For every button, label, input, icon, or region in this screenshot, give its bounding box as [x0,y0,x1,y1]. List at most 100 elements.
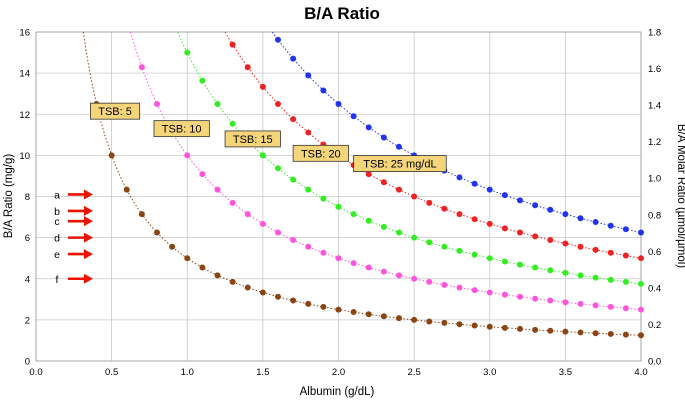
series-1-point-8 [259,220,266,227]
series-2-point-21 [501,258,508,265]
series-0-point-24 [456,321,463,328]
series-0-point-10 [244,284,251,291]
series-3-point-1 [244,64,251,71]
series-0-point-8 [214,272,221,279]
series-3-point-12 [411,193,418,200]
series-4-point-1 [290,55,297,62]
series-label-box-4 [353,155,447,173]
series-4-point-22 [607,222,614,229]
y2-tick-label-9: 1.8 [648,28,661,39]
series-2-point-28 [607,276,614,283]
marker-label-f: f [56,274,59,286]
series-2-point-22 [517,261,523,268]
marker-label-c: c [54,216,59,228]
series-0-point-12 [275,293,281,300]
y2-tick-label-5: 1.0 [648,174,661,185]
series-1-point-25 [517,293,523,300]
x-tick-label-0: 0.0 [29,367,42,378]
series-2-point-18 [456,247,463,254]
marker-a: a [54,189,93,201]
series-3-point-18 [501,225,508,232]
series-0-point-21 [411,316,418,323]
series-label-1: TSB: 10 [153,120,210,138]
x-tick-label-6: 3.0 [483,367,496,378]
series-0-point-1 [108,152,115,159]
marker-arrow-head-e [84,249,93,260]
series-label-box-1 [153,120,210,138]
series-0-point-27 [501,324,508,331]
series-0-point-34 [607,330,614,337]
marker-label-d: d [54,233,60,245]
series-2-point-29 [622,278,629,285]
series-1-point-10 [290,237,297,244]
x-tick-label-3: 1.5 [256,367,269,378]
series-2-point-17 [441,243,448,250]
x-tick-label-7: 3.5 [559,367,572,378]
series-2-point-6 [275,165,281,172]
series-3-point-21 [547,237,554,244]
series-4-point-12 [456,174,463,181]
series-0-point-32 [577,329,584,336]
series-0-point-29 [532,326,539,333]
series-label-text-2: TSB: 15 [233,134,273,146]
series-2-point-3 [229,120,236,127]
series-label-text-4: TSB: 25 mg/dL [363,159,436,171]
series-4-point-16 [517,197,523,204]
series-3-point-22 [562,240,569,247]
series-2-point-8 [305,186,312,193]
chart-title: B/A Ratio [304,4,380,23]
series-label-text-3: TSB: 20 [301,148,341,160]
series-4-point-15 [501,192,508,199]
series-curve-2 [177,32,641,285]
series-3-point-17 [486,220,493,227]
series-1-point-27 [547,297,554,304]
y2-tick-label-3: 0.6 [648,247,661,258]
y-tick-label-3: 6 [25,233,30,244]
series-0-point-31 [562,328,569,335]
series-0-point-7 [199,264,206,271]
series-2-point-26 [577,272,584,279]
series-3-point-26 [622,252,629,259]
series-3-point-15 [456,211,463,218]
series-2-point-20 [486,255,493,262]
series-1-point-17 [396,272,402,279]
x-tick-label-5: 2.5 [408,367,421,378]
series-1-point-22 [471,287,478,294]
series-curves [82,32,641,336]
series-3-point-23 [577,243,584,250]
series-2-point-0 [184,49,191,56]
series-3-point-20 [532,233,539,240]
marker-arrow-head-f [84,273,93,284]
series-1-point-31 [607,303,614,310]
series-3-point-9 [365,171,372,178]
series-0-point-2 [123,186,130,193]
series-2-point-11 [350,211,357,218]
series-3-point-27 [638,255,644,262]
series-0-point-36 [638,332,644,339]
marker-arrow-head-c [84,216,93,227]
y-tick-label-1: 2 [25,315,30,326]
series-curve-0 [82,32,641,336]
series-4-point-17 [532,202,539,209]
y2-tick-label-4: 0.8 [648,210,661,221]
series-label-0: TSB: 5 [90,102,141,120]
series-label-2: TSB: 15 [224,130,281,148]
x-tick-label-1: 0.5 [105,367,118,378]
series-1-point-30 [592,302,599,309]
series-2-point-30 [638,280,644,287]
series-4-point-20 [577,215,584,222]
y2-tick-label-6: 1.2 [648,137,661,148]
series-3-point-10 [380,179,387,186]
series-2-point-5 [259,152,266,159]
series-1-point-14 [350,260,357,267]
series-4-point-2 [305,72,312,79]
series-1-point-19 [426,278,433,285]
marker-b: b [54,205,93,218]
series-3-point-24 [592,246,599,253]
series-4-point-4 [335,100,342,107]
series-points [93,36,644,339]
series-4-point-21 [592,219,599,226]
series-0-point-23 [441,319,448,326]
marker-f: f [56,273,93,286]
